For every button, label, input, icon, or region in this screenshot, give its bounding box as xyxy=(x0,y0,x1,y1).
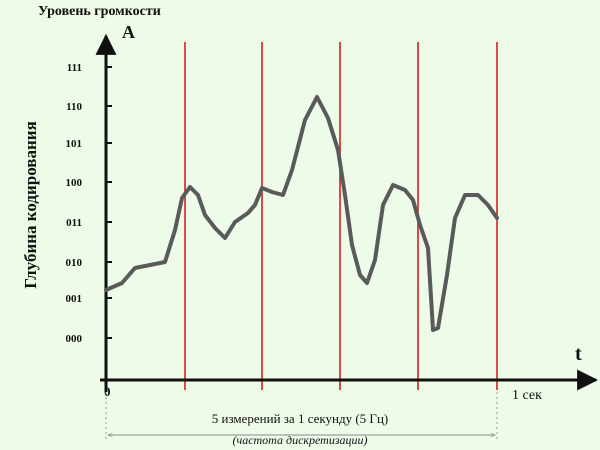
level-label: 110 xyxy=(66,101,82,113)
level-label: 011 xyxy=(66,217,82,229)
caption: 5 измерений за 1 секунду (5 Гц) xyxy=(212,411,388,426)
signal-curve xyxy=(104,95,499,332)
x-end-label: 1 сек xyxy=(512,388,542,403)
level-label: 101 xyxy=(66,138,83,150)
origin-label: 0 xyxy=(104,384,111,399)
subcaption: (частота дискретизации) xyxy=(232,433,367,447)
level-label: 010 xyxy=(66,257,83,269)
level-label: 001 xyxy=(66,293,83,305)
y-axis-letter: A xyxy=(122,22,135,42)
x-axis-letter: t xyxy=(575,343,582,365)
title: Уровень громкости xyxy=(38,4,161,19)
span-guides xyxy=(105,392,498,442)
level-label: 000 xyxy=(66,333,83,345)
level-label: 100 xyxy=(66,177,83,189)
y-axis-title: Глубина кодирования xyxy=(21,121,40,289)
level-labels: 111 110 101 100 011 010 001 000 xyxy=(66,62,83,345)
level-label: 111 xyxy=(67,62,82,74)
level-ticks xyxy=(106,66,112,339)
